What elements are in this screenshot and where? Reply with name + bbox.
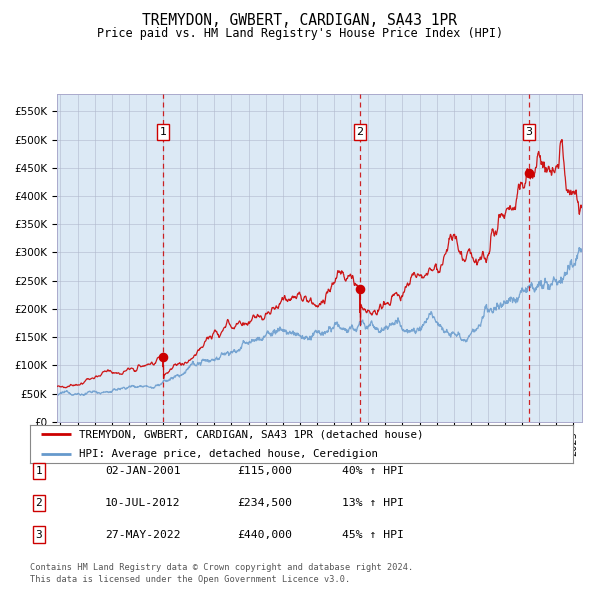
Point — [158, 352, 168, 362]
Text: This data is licensed under the Open Government Licence v3.0.: This data is licensed under the Open Gov… — [30, 575, 350, 584]
Text: 40% ↑ HPI: 40% ↑ HPI — [342, 466, 404, 476]
Text: 10-JUL-2012: 10-JUL-2012 — [105, 498, 181, 507]
Text: 3: 3 — [526, 127, 532, 137]
Text: 2: 2 — [35, 498, 43, 507]
Text: 27-MAY-2022: 27-MAY-2022 — [105, 530, 181, 539]
Point — [355, 285, 365, 294]
Text: £115,000: £115,000 — [237, 466, 292, 476]
Text: TREMYDON, GWBERT, CARDIGAN, SA43 1PR (detached house): TREMYDON, GWBERT, CARDIGAN, SA43 1PR (de… — [79, 430, 424, 440]
Text: 2: 2 — [356, 127, 364, 137]
Point — [524, 169, 534, 178]
Text: 1: 1 — [160, 127, 167, 137]
Text: 45% ↑ HPI: 45% ↑ HPI — [342, 530, 404, 539]
Text: £234,500: £234,500 — [237, 498, 292, 507]
Text: 3: 3 — [35, 530, 43, 539]
Text: Price paid vs. HM Land Registry's House Price Index (HPI): Price paid vs. HM Land Registry's House … — [97, 27, 503, 40]
Text: 13% ↑ HPI: 13% ↑ HPI — [342, 498, 404, 507]
Text: £440,000: £440,000 — [237, 530, 292, 539]
Text: TREMYDON, GWBERT, CARDIGAN, SA43 1PR: TREMYDON, GWBERT, CARDIGAN, SA43 1PR — [143, 13, 458, 28]
Text: 1: 1 — [35, 466, 43, 476]
Text: Contains HM Land Registry data © Crown copyright and database right 2024.: Contains HM Land Registry data © Crown c… — [30, 563, 413, 572]
Text: HPI: Average price, detached house, Ceredigion: HPI: Average price, detached house, Cere… — [79, 448, 378, 458]
Text: 02-JAN-2001: 02-JAN-2001 — [105, 466, 181, 476]
